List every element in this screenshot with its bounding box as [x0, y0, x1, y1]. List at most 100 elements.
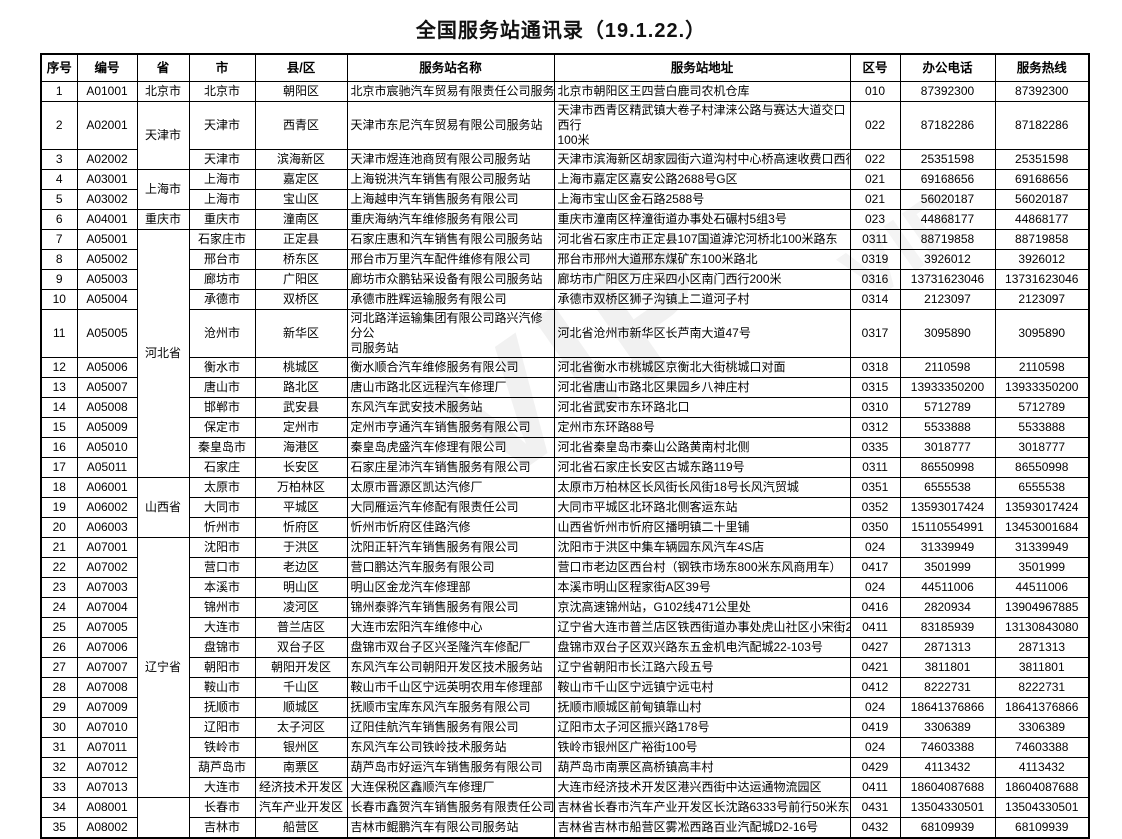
- cell-hotline: 3811801: [994, 657, 1090, 678]
- cell-district: 桥东区: [254, 249, 348, 270]
- page-title: 全国服务站通讯录（19.1.22.）: [415, 20, 707, 42]
- cell-code: A05002: [76, 249, 138, 270]
- cell-address: 吉林省长春市汽车产业开发区长沈路6333号前行50米东风服: [553, 797, 851, 818]
- column-header-address: 服务站地址: [553, 53, 851, 82]
- cell-office-phone: 6555538: [899, 477, 996, 498]
- cell-station-name: 重庆海纳汽车维修服务有限公司: [346, 209, 555, 230]
- cell-code: A05007: [76, 377, 138, 398]
- cell-office-phone: 13593017424: [899, 497, 996, 518]
- cell-serial: 3: [40, 149, 78, 170]
- cell-serial: 32: [40, 757, 78, 778]
- cell-address: 辽阳市太子河区振兴路178号: [553, 717, 851, 738]
- column-header-hotline: 服务热线: [994, 53, 1090, 82]
- cell-hotline: 3501999: [994, 557, 1090, 578]
- cell-hotline: 2110598: [994, 357, 1090, 378]
- table-row: 35 A08002 吉林市 船营区 吉林市鲲鹏汽车有限公司服务站 吉林省吉林市船营区雾凇西…: [40, 817, 1090, 839]
- cell-area-code: 0311: [849, 229, 901, 250]
- cell-city: 唐山市: [188, 377, 256, 398]
- cell-serial: 27: [40, 657, 78, 678]
- cell-serial: 22: [40, 557, 78, 578]
- cell-district: 凌河区: [254, 597, 348, 618]
- cell-serial: 35: [40, 817, 78, 839]
- cell-hotline: 3018777: [994, 437, 1090, 458]
- table-row: 16 A05010 秦皇岛市 海港区 秦皇岛虎盛汽车修理有限公司 河北省秦皇岛市秦山公路黄…: [40, 437, 1090, 458]
- cell-code: A05006: [76, 357, 138, 378]
- cell-address: 河北省石家庄长安区古城东路119号: [553, 457, 851, 478]
- cell-city: 衡水市: [188, 357, 256, 378]
- cell-serial: 31: [40, 737, 78, 758]
- cell-code: A06003: [76, 517, 138, 538]
- cell-area-code: 0411: [849, 617, 901, 638]
- cell-address: 山西省忻州市忻府区播明镇二十里铺: [553, 517, 851, 538]
- cell-office-phone: 44868177: [899, 209, 996, 230]
- cell-station-name: 石家庄星沛汽车销售服务有限公司: [346, 457, 555, 478]
- cell-station-name: 长春市鑫贺汽车销售服务有限责任公司: [346, 797, 555, 818]
- table-row: 29 A07009 抚顺市 顺城区 抚顺市宝库东风汽车服务有限公司 抚顺市顺城区前甸镇靠山…: [40, 697, 1090, 718]
- cell-station-name: 吉林市鲲鹏汽车有限公司服务站: [346, 817, 555, 839]
- cell-code: A05010: [76, 437, 138, 458]
- cell-city: 承德市: [188, 289, 256, 310]
- cell-address: 盘锦市双台子区双兴路东五金机电汽配城22-103号: [553, 637, 851, 658]
- cell-city: 天津市: [188, 149, 256, 170]
- cell-office-phone: 69168656: [899, 169, 996, 190]
- cell-serial: 11: [40, 309, 78, 358]
- table-row: 30 A07010 辽阳市 太子河区 辽阳佳航汽车销售服务有限公司 辽阳市太子河区振兴路1…: [40, 717, 1090, 738]
- cell-area-code: 021: [849, 169, 901, 190]
- cell-area-code: 0310: [849, 397, 901, 418]
- cell-code: A03002: [76, 189, 138, 210]
- cell-district: 万柏林区: [254, 477, 348, 498]
- cell-district: 宝山区: [254, 189, 348, 210]
- cell-city: 北京市: [188, 81, 256, 102]
- cell-district: 汽车产业开发区: [254, 797, 348, 818]
- cell-district: 武安县: [254, 397, 348, 418]
- cell-address: 大同市平城区北环路北侧客运东站: [553, 497, 851, 518]
- cell-code: A02002: [76, 149, 138, 170]
- cell-city: 辽阳市: [188, 717, 256, 738]
- cell-area-code: 0317: [849, 309, 901, 358]
- table-row: 13 A05007 唐山市 路北区 唐山市路北区远程汽车修理厂 河北省唐山市路北区果园乡八…: [40, 377, 1090, 398]
- cell-hotline: 74603388: [994, 737, 1090, 758]
- cell-office-phone: 13731623046: [899, 269, 996, 290]
- cell-district: 桃城区: [254, 357, 348, 378]
- cell-address: 河北省秦皇岛市秦山公路黄南村北侧: [553, 437, 851, 458]
- cell-area-code: 0352: [849, 497, 901, 518]
- cell-office-phone: 86550998: [899, 457, 996, 478]
- cell-serial: 21: [40, 537, 78, 558]
- cell-province: 北京市: [136, 81, 190, 102]
- cell-hotline: 87392300: [994, 81, 1090, 102]
- column-header-serial: 序号: [40, 53, 78, 82]
- cell-district: 新华区: [254, 309, 348, 358]
- cell-area-code: 021: [849, 189, 901, 210]
- cell-district: 银州区: [254, 737, 348, 758]
- cell-city: 忻州市: [188, 517, 256, 538]
- cell-serial: 28: [40, 677, 78, 698]
- cell-province: 重庆市: [136, 209, 190, 230]
- cell-station-name: 东风汽车公司朝阳开发区技术服务站: [346, 657, 555, 678]
- column-header-area-code: 区号: [849, 53, 901, 82]
- cell-area-code: 022: [849, 101, 901, 150]
- cell-city: 大连市: [188, 777, 256, 798]
- table-row: 2 A02001 天津市 天津市 西青区 天津市东尼汽车贸易有限公司服务站 天津市西青区精武…: [40, 101, 1090, 170]
- cell-district: 正定县: [254, 229, 348, 250]
- cell-area-code: 0315: [849, 377, 901, 398]
- cell-office-phone: 8222731: [899, 677, 996, 698]
- cell-city: 上海市: [188, 189, 256, 210]
- cell-station-name: 营口鹏达汽车服务有限公司: [346, 557, 555, 578]
- cell-serial: 17: [40, 457, 78, 478]
- cell-city: 锦州市: [188, 597, 256, 618]
- cell-serial: 26: [40, 637, 78, 658]
- cell-address: 河北省沧州市新华区长芦南大道47号: [553, 309, 851, 358]
- cell-address: 上海市嘉定区嘉安公路2688号G区: [553, 169, 851, 190]
- table-row: 33 A07013 大连市 经济技术开发区 大连保税区鑫顺汽车修理厂 大连市经济技术开发区…: [40, 777, 1090, 798]
- cell-hotline: 3926012: [994, 249, 1090, 270]
- cell-code: A07013: [76, 777, 138, 798]
- cell-area-code: 024: [849, 537, 901, 558]
- cell-hotline: 88719858: [994, 229, 1090, 250]
- cell-office-phone: 2820934: [899, 597, 996, 618]
- cell-address: 天津市滨海新区胡家园街六道沟村中心桥高速收费口西行400: [553, 149, 851, 170]
- cell-office-phone: 2871313: [899, 637, 996, 658]
- cell-district: 老边区: [254, 557, 348, 578]
- cell-station-name: 秦皇岛虎盛汽车修理有限公司: [346, 437, 555, 458]
- cell-station-name: 天津市东尼汽车贸易有限公司服务站: [346, 101, 555, 150]
